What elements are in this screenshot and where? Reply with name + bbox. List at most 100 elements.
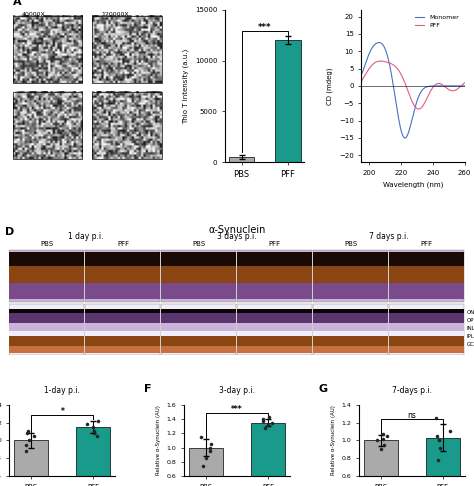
Point bbox=[380, 441, 387, 449]
Point bbox=[24, 428, 31, 435]
Point bbox=[268, 418, 275, 426]
Bar bbox=[237, 323, 312, 330]
Point bbox=[23, 429, 31, 437]
Bar bbox=[237, 283, 312, 299]
Bar bbox=[389, 336, 464, 346]
Text: 120000X: 120000X bbox=[101, 12, 129, 17]
Point bbox=[433, 432, 441, 440]
Bar bbox=[92, 16, 162, 83]
PFF bbox=[462, 80, 467, 86]
Bar bbox=[161, 336, 236, 346]
Bar bbox=[161, 313, 236, 323]
Text: ns: ns bbox=[407, 411, 416, 420]
Title: 1-day p.i.: 1-day p.i. bbox=[45, 386, 80, 396]
Bar bbox=[237, 346, 312, 353]
Title: 7-days p.i.: 7-days p.i. bbox=[392, 386, 432, 396]
Y-axis label: Thio T Intensity (a.u.): Thio T Intensity (a.u.) bbox=[183, 48, 190, 123]
Bar bbox=[389, 346, 464, 353]
Point bbox=[199, 462, 207, 469]
Bar bbox=[85, 250, 160, 301]
Bar bbox=[389, 250, 464, 301]
Text: PBS: PBS bbox=[192, 241, 206, 247]
Bar bbox=[251, 422, 285, 486]
Text: IPL: IPL bbox=[467, 334, 474, 339]
Bar bbox=[9, 304, 84, 355]
Bar bbox=[85, 313, 160, 323]
Point bbox=[198, 433, 205, 441]
Bar bbox=[9, 313, 84, 323]
Monomer bbox=[457, 83, 463, 89]
PFF bbox=[363, 71, 368, 77]
Point bbox=[30, 432, 38, 440]
Point bbox=[206, 447, 214, 455]
Monomer bbox=[462, 83, 467, 89]
Bar bbox=[85, 283, 160, 299]
Bar bbox=[9, 283, 84, 299]
Point bbox=[259, 415, 267, 423]
Bar bbox=[13, 16, 82, 83]
Line: PFF: PFF bbox=[361, 61, 465, 109]
Monomer bbox=[386, 61, 392, 67]
Monomer bbox=[378, 40, 384, 46]
Text: PFF: PFF bbox=[269, 241, 281, 247]
Bar bbox=[275, 40, 301, 162]
Text: ***: *** bbox=[231, 405, 243, 415]
Point bbox=[22, 447, 30, 455]
Point bbox=[264, 421, 272, 429]
Bar bbox=[161, 250, 236, 301]
Bar bbox=[76, 427, 110, 486]
Bar bbox=[9, 252, 84, 267]
Bar bbox=[161, 309, 236, 313]
Legend: Monomer, PFF: Monomer, PFF bbox=[412, 13, 461, 31]
Bar bbox=[237, 330, 312, 336]
Point bbox=[436, 444, 444, 451]
Text: 3 days p.i.: 3 days p.i. bbox=[217, 232, 257, 242]
Bar bbox=[389, 330, 464, 336]
Title: 3-day p.i.: 3-day p.i. bbox=[219, 386, 255, 396]
PFF bbox=[457, 84, 463, 89]
Point bbox=[208, 440, 215, 448]
Point bbox=[265, 414, 273, 421]
Bar bbox=[228, 157, 255, 162]
Text: *: * bbox=[61, 407, 64, 417]
Bar bbox=[85, 266, 160, 284]
Bar bbox=[313, 252, 388, 267]
Point bbox=[260, 417, 267, 425]
Bar bbox=[161, 323, 236, 330]
Point bbox=[83, 420, 91, 428]
Bar bbox=[389, 266, 464, 284]
Bar bbox=[189, 448, 223, 486]
Bar bbox=[161, 330, 236, 336]
Text: F: F bbox=[144, 384, 151, 394]
Text: GCL: GCL bbox=[467, 342, 474, 347]
Bar bbox=[313, 250, 388, 301]
Bar bbox=[313, 323, 388, 330]
Line: Monomer: Monomer bbox=[361, 42, 465, 138]
Bar bbox=[313, 309, 388, 313]
Bar bbox=[426, 438, 460, 486]
Monomer bbox=[376, 39, 382, 45]
Bar bbox=[237, 336, 312, 346]
Point bbox=[446, 428, 454, 435]
Bar bbox=[389, 313, 464, 323]
Monomer bbox=[454, 83, 460, 89]
Bar bbox=[237, 304, 312, 355]
Bar bbox=[9, 309, 84, 313]
Monomer bbox=[402, 135, 408, 141]
Point bbox=[379, 435, 387, 443]
Point bbox=[435, 456, 442, 464]
Bar bbox=[313, 283, 388, 299]
Bar bbox=[9, 266, 84, 284]
Text: C: C bbox=[325, 0, 333, 2]
Monomer bbox=[365, 55, 370, 61]
Bar bbox=[85, 304, 160, 355]
Text: D: D bbox=[5, 227, 14, 237]
Point bbox=[261, 424, 268, 432]
Bar bbox=[237, 252, 312, 267]
PFF bbox=[378, 58, 383, 64]
Bar bbox=[85, 252, 160, 267]
Point bbox=[26, 436, 33, 444]
PFF bbox=[365, 68, 370, 74]
Bar bbox=[389, 252, 464, 267]
Bar bbox=[237, 313, 312, 323]
